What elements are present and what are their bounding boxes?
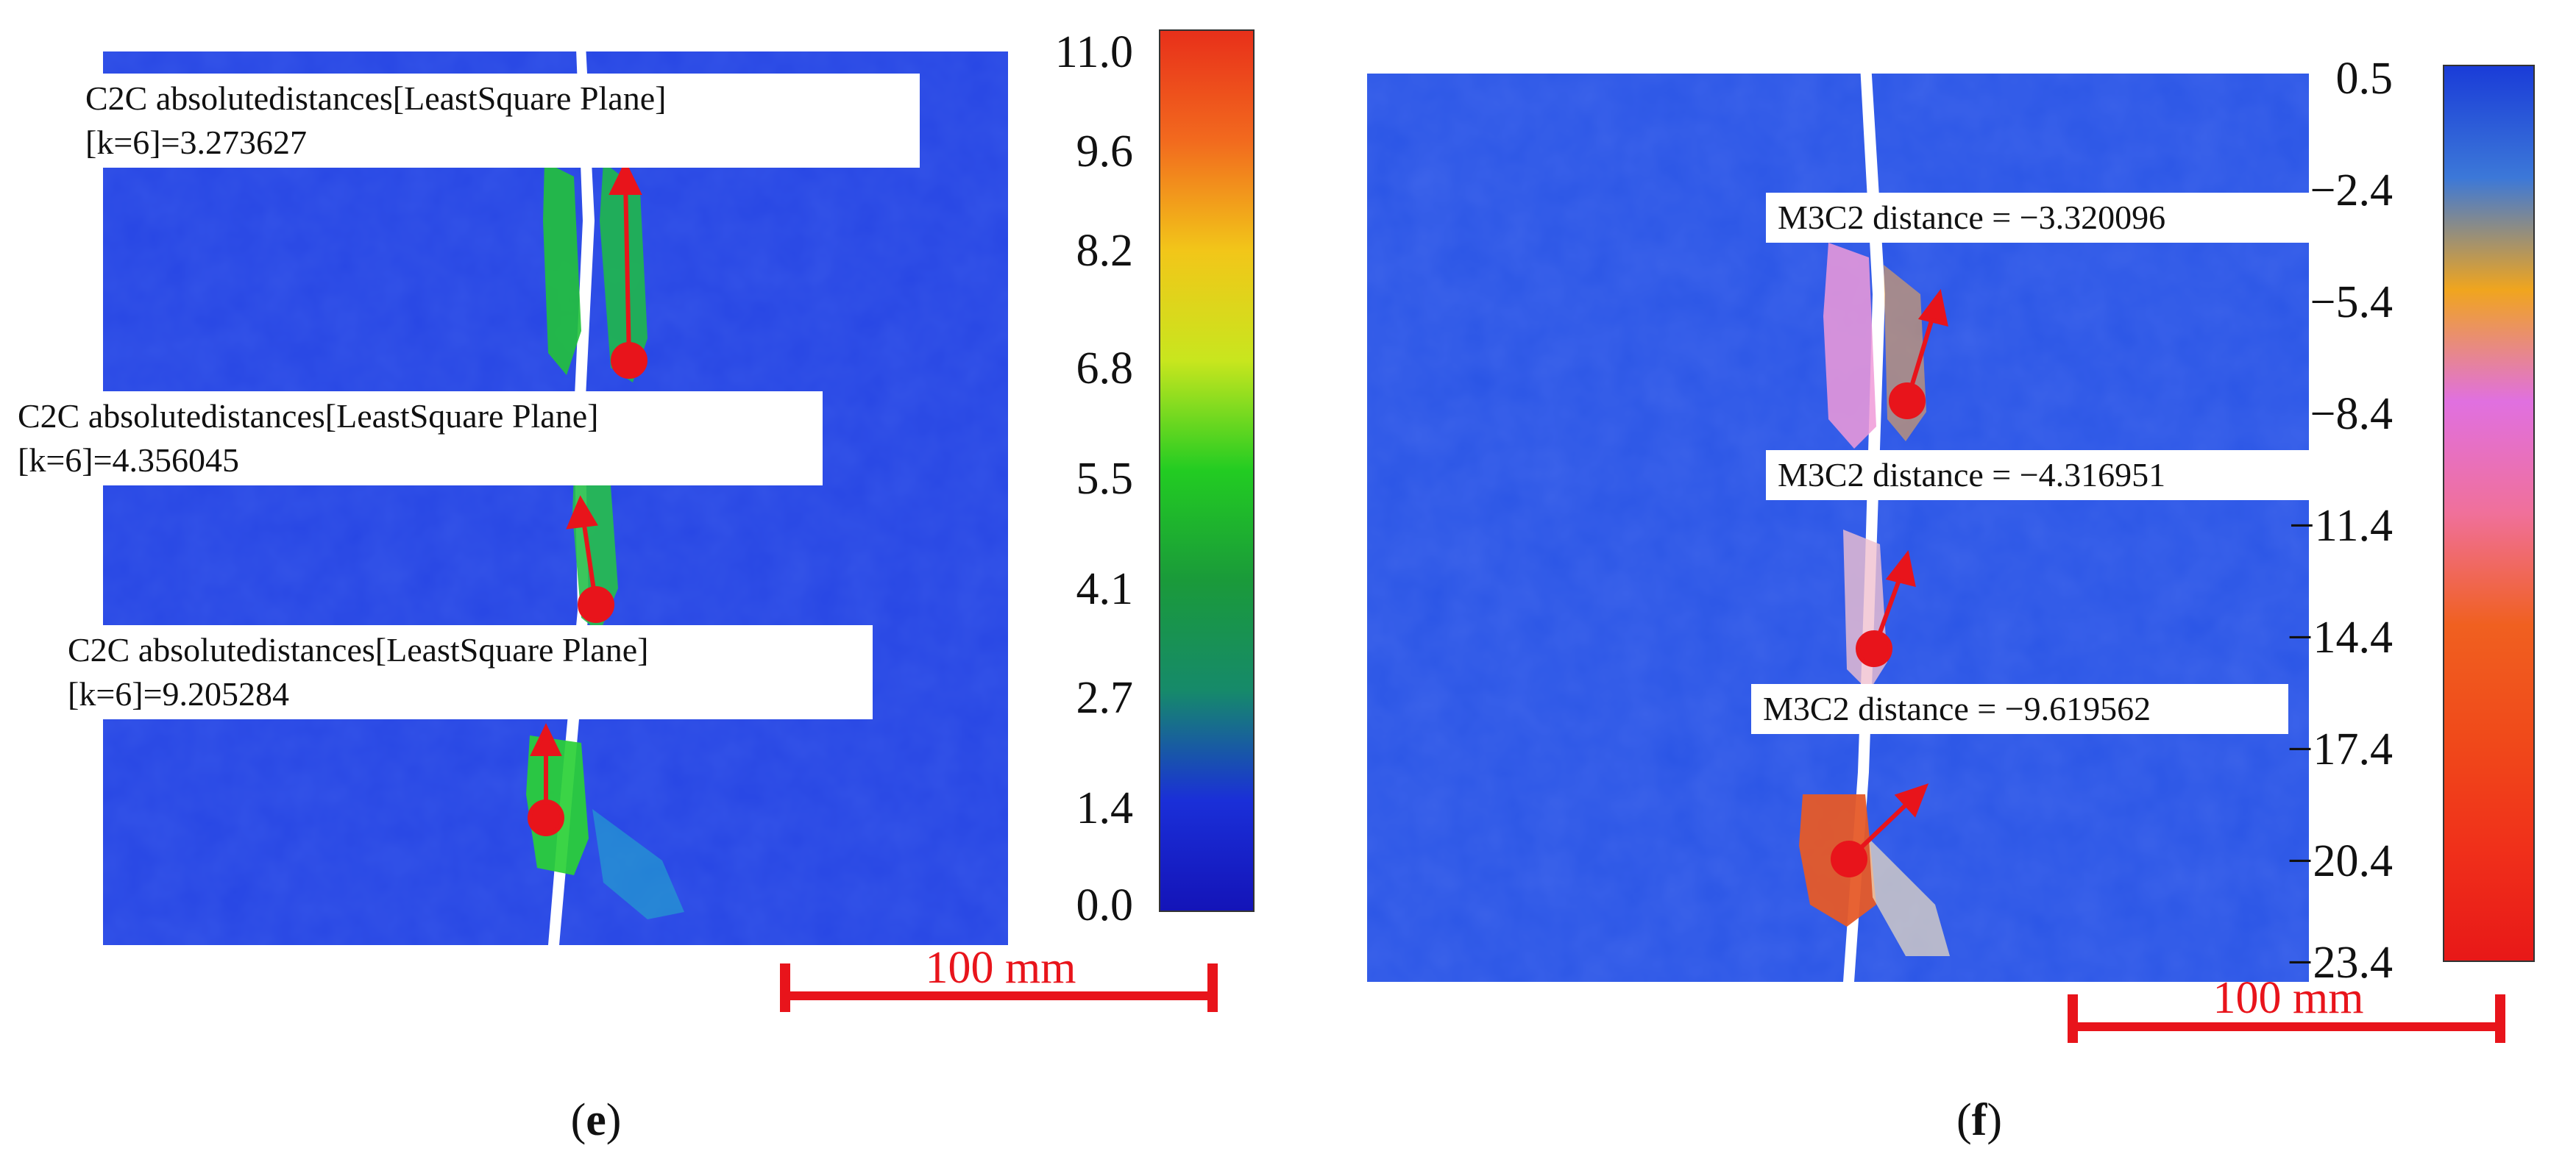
annotation-f1: M3C2 distance = −3.320096 xyxy=(1766,193,2309,243)
marker-arrow-e2 xyxy=(566,495,614,623)
annotation-f1-line1: M3C2 distance = −3.320096 xyxy=(1778,199,2166,236)
crack-e xyxy=(548,29,595,945)
annotation-e2-line2: [k=6]=4.356045 xyxy=(18,441,240,479)
scale-label-e: 100 mm xyxy=(925,943,1076,993)
annotation-e2: C2C absolutedistances[LeastSquare Plane]… xyxy=(6,391,823,485)
annotation-e3-line2: [k=6]=9.205284 xyxy=(68,675,290,713)
scale-bar-e xyxy=(780,991,1218,1000)
tick-e-7: 1.4 xyxy=(1076,783,1134,833)
annotation-e2-line1: C2C absolutedistances[LeastSquare Plane] xyxy=(18,397,599,435)
tick-f-5: −14.4 xyxy=(2287,613,2393,663)
scale-cap-f-right xyxy=(2495,994,2505,1043)
annotation-f2: M3C2 distance = −4.316951 xyxy=(1766,450,2309,500)
tick-f-3: −8.4 xyxy=(2310,389,2393,439)
tick-e-0: 11.0 xyxy=(1054,27,1133,77)
tick-f-1: −2.4 xyxy=(2310,165,2393,215)
tick-f-4: −11.4 xyxy=(2288,501,2393,551)
tick-f-8: −23.4 xyxy=(2287,938,2393,988)
scale-bar-f xyxy=(2068,1022,2505,1031)
tick-e-8: 0.0 xyxy=(1076,880,1134,930)
tick-f-0: 0.5 xyxy=(2335,54,2394,104)
marker-arrow-f2 xyxy=(1856,549,1916,667)
tick-e-2: 8.2 xyxy=(1076,226,1134,276)
tick-e-5: 4.1 xyxy=(1076,564,1134,614)
caption-e-letter: e xyxy=(586,1095,606,1145)
annotation-e3-line1: C2C absolutedistances[LeastSquare Plane] xyxy=(68,631,649,669)
panel-f: M3C2 distance = −3.320096 M3C2 distance … xyxy=(1288,0,2576,1165)
tick-e-6: 2.7 xyxy=(1076,673,1134,723)
scale-cap-e-left xyxy=(780,963,790,1012)
annotation-f3: M3C2 distance = −9.619562 xyxy=(1751,684,2288,734)
colorbar-f xyxy=(2443,65,2535,962)
annotation-e1-line1: C2C absolutedistances[LeastSquare Plane] xyxy=(85,79,667,117)
annotation-e1-line2: [k=6]=3.273627 xyxy=(85,124,308,161)
annotation-f3-line1: M3C2 distance = −9.619562 xyxy=(1763,690,2151,727)
scale-cap-e-right xyxy=(1207,963,1218,1012)
panel-e: C2C absolutedistances[LeastSquare Plane]… xyxy=(6,27,1255,1145)
annotation-e3: C2C absolutedistances[LeastSquare Plane]… xyxy=(56,625,873,719)
scale-cap-f-left xyxy=(2068,994,2078,1043)
tick-e-3: 6.8 xyxy=(1076,343,1134,393)
tick-f-2: −5.4 xyxy=(2310,277,2393,327)
scale-label-f: 100 mm xyxy=(2213,973,2364,1023)
colorbar-e xyxy=(1159,29,1255,912)
annotation-e1: C2C absolutedistances[LeastSquare Plane]… xyxy=(74,74,920,168)
tick-e-1: 9.6 xyxy=(1076,127,1134,177)
tick-e-4: 5.5 xyxy=(1076,454,1134,504)
marker-arrow-e3 xyxy=(528,723,564,836)
marker-arrow-f3 xyxy=(1831,783,1929,877)
tick-f-6: −17.4 xyxy=(2287,724,2393,774)
marker-arrow-f1 xyxy=(1889,288,1948,419)
marker-arrow-e1 xyxy=(608,160,647,379)
specimen-e xyxy=(103,29,1008,945)
caption-e: (e) xyxy=(570,1095,622,1145)
tick-f-7: −20.4 xyxy=(2287,836,2393,886)
crack-f xyxy=(1843,51,1885,982)
caption-f: (f) xyxy=(1956,1095,2002,1145)
caption-f-letter: f xyxy=(1971,1095,1987,1145)
annotation-f2-line1: M3C2 distance = −4.316951 xyxy=(1778,456,2166,494)
